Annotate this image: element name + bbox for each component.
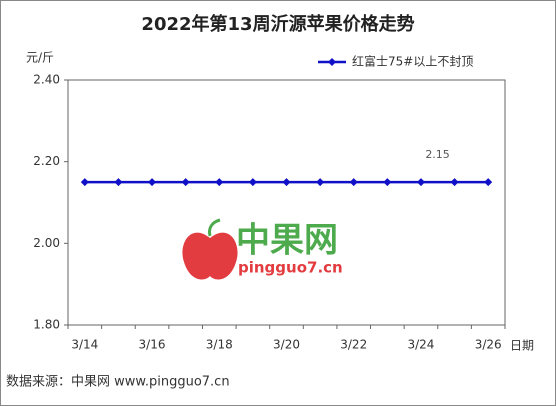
source: 数据来源：中果网 www.pingguo7.cn bbox=[6, 375, 230, 390]
legend-marker bbox=[328, 58, 336, 66]
y-tick-label: 1.80 bbox=[33, 318, 60, 332]
watermark: 中果网 pingguo7.cn bbox=[182, 218, 343, 280]
x-tick-label: 3/16 bbox=[139, 338, 166, 352]
point bbox=[416, 178, 425, 187]
y-axis-label: 元/斤 bbox=[26, 51, 54, 65]
x-tick-label: 3/22 bbox=[340, 338, 367, 352]
point bbox=[383, 178, 392, 187]
x-tick-label: 3/26 bbox=[475, 338, 502, 352]
point bbox=[484, 178, 493, 187]
logo-apple bbox=[182, 232, 238, 280]
point bbox=[181, 178, 190, 187]
y-tick-label: 2.00 bbox=[33, 236, 60, 250]
point bbox=[316, 178, 325, 187]
x-axis-label: 日期 bbox=[510, 339, 534, 353]
point bbox=[282, 178, 291, 187]
x-tick-label: 3/24 bbox=[407, 338, 434, 352]
point bbox=[148, 178, 157, 187]
point bbox=[114, 178, 123, 187]
point bbox=[215, 178, 224, 187]
legend-label: 红富士75#以上不封顶 bbox=[352, 54, 473, 69]
data-label: 2.15 bbox=[425, 148, 450, 161]
point bbox=[349, 178, 358, 187]
point bbox=[80, 178, 89, 187]
point bbox=[450, 178, 459, 187]
y-tick-label: 2.20 bbox=[33, 154, 60, 168]
watermark-name: 中果网 bbox=[236, 221, 338, 261]
x-tick-label: 3/14 bbox=[71, 338, 98, 352]
chart-title: 2022年第13周沂源苹果价格走势 bbox=[141, 13, 414, 35]
logo-stem bbox=[208, 218, 221, 237]
point bbox=[248, 178, 257, 187]
watermark-site: pingguo7.cn bbox=[238, 259, 343, 277]
plot-area bbox=[67, 79, 506, 326]
x-tick-label: 3/20 bbox=[273, 338, 300, 352]
x-tick-label: 3/18 bbox=[206, 338, 233, 352]
y-tick-label: 2.40 bbox=[33, 73, 60, 87]
